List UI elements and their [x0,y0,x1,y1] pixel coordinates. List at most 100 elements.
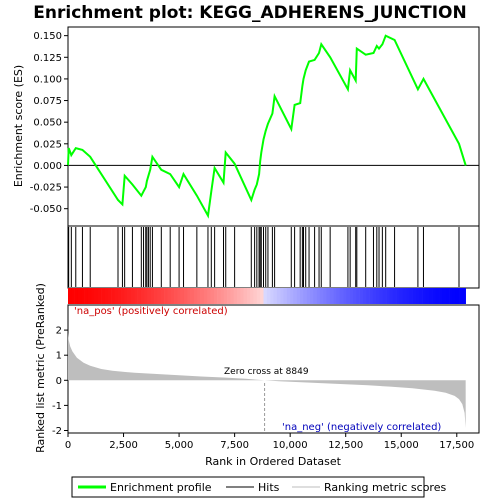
es-curve [67,34,467,219]
color-bar-segment [356,288,360,304]
color-bar-segment [187,288,191,304]
metric-y-tick-label: -1 [52,401,62,412]
color-bar-segment [203,288,208,304]
color-bar-segment [392,288,397,304]
color-bar-segment [243,288,248,304]
color-bar-segment [94,288,99,304]
color-bar-segment [323,288,327,304]
color-bar-segment [445,288,450,304]
color-bar-segment [449,288,453,304]
ranking-metric-area [68,332,466,428]
color-bar-segment [432,288,437,304]
color-bar-segment [419,288,423,304]
color-bar-segment [280,288,284,304]
chart-title: Enrichment plot: KEGG_ADHERENS_JUNCTION [33,3,466,23]
color-bar-segment [68,288,72,304]
color-bar-segment [124,288,128,304]
color-bar-segment [359,288,364,304]
color-bar-segment [382,288,387,304]
color-bar-segment [117,288,122,304]
color-bar-segment [130,288,135,304]
color-bar-segment [140,288,145,304]
color-bar-segment [71,288,75,304]
es-y-axis-label: Enrichment score (ES) [12,65,25,187]
color-bar-segment [290,288,294,304]
color-bar-segment [263,288,268,304]
color-bar-segment [415,288,420,304]
color-bar-segment [107,288,112,304]
color-bar-segment [144,288,148,304]
color-bar-segment [296,288,301,304]
color-bar-segment [174,288,178,304]
color-bar-segment [250,288,254,304]
x-tick-label: 12,500 [328,440,363,451]
color-bar-segment [336,288,341,304]
x-tick-label: 0 [65,440,71,451]
color-bar-segment [121,288,125,304]
color-bar-segment [154,288,158,304]
color-bar-segment [346,288,350,304]
color-bar-segment [183,288,188,304]
color-bar-segment [313,288,317,304]
metric-y-tick-label: 0 [56,376,62,387]
color-bar-segment [200,288,205,304]
color-bar-segment [74,288,79,304]
color-bar-segment [293,288,297,304]
color-bar-segment [362,288,367,304]
color-bar-segment [164,288,168,304]
x-tick-label: 17,500 [439,440,474,451]
color-bar-segment [91,288,95,304]
color-bar-segment [223,288,228,304]
color-bar-segment [409,288,413,304]
color-bar-segment [379,288,384,304]
es-y-tick-label: 0.025 [33,139,62,150]
hits-panel-frame [67,225,480,289]
x-tick-label: 15,000 [384,440,419,451]
color-bar-segment [220,288,225,304]
color-bar-segment [233,288,238,304]
color-bar-segment [150,288,155,304]
color-bar-segment [455,288,460,304]
es-y-tick-label: -0.050 [30,204,62,215]
color-bar-segment [217,288,221,304]
color-bar-segment [190,288,195,304]
color-bar-segment [399,288,404,304]
es-y-tick-label: 0.100 [33,74,62,85]
x-ticks: 0 2,500 5,000 7,500 10,000 12,500 15,000 17,500 [65,433,474,451]
color-bar-segment [283,288,288,304]
legend-es-label: Enrichment profile [110,481,212,494]
color-bar-segment [84,288,89,304]
color-bar-segment [134,288,138,304]
x-tick-label: 5,000 [165,440,194,451]
color-bar-segment [372,288,377,304]
color-bar-segment [442,288,447,304]
color-bar-segment [260,288,264,304]
es-y-ticks: -0.050 -0.025 0.000 0.025 0.050 0.075 0.100 0.1… [30,31,68,215]
es-y-tick-label: 0.075 [33,96,62,107]
negative-correlation-label: 'na_neg' (negatively correlated) [282,422,441,433]
color-bar-segment [177,288,181,304]
color-bar-segment [210,288,215,304]
color-bar-segment [270,288,274,304]
color-bar-segment [137,288,142,304]
color-bar-segment [439,288,443,304]
x-tick-label: 2,500 [109,440,138,451]
color-bar-segment [309,288,314,304]
color-bar-segment [386,288,390,304]
color-bar-segment [160,288,165,304]
color-bar-segment [412,288,417,304]
color-bar-segment [77,288,82,304]
es-panel-frame [67,26,480,227]
es-y-tick-label: 0.000 [33,161,62,172]
es-curve-group [67,34,467,219]
es-y-tick-label: -0.025 [30,183,62,194]
color-bar-segment [193,288,198,304]
color-bar-segment [180,288,185,304]
color-bar-segment [329,288,334,304]
hit-markers [68,227,460,287]
color-bar-segment [406,288,410,304]
color-bar-segment [230,288,234,304]
color-bar-segment [276,288,281,304]
metric-y-tick-label: 2 [56,326,62,337]
